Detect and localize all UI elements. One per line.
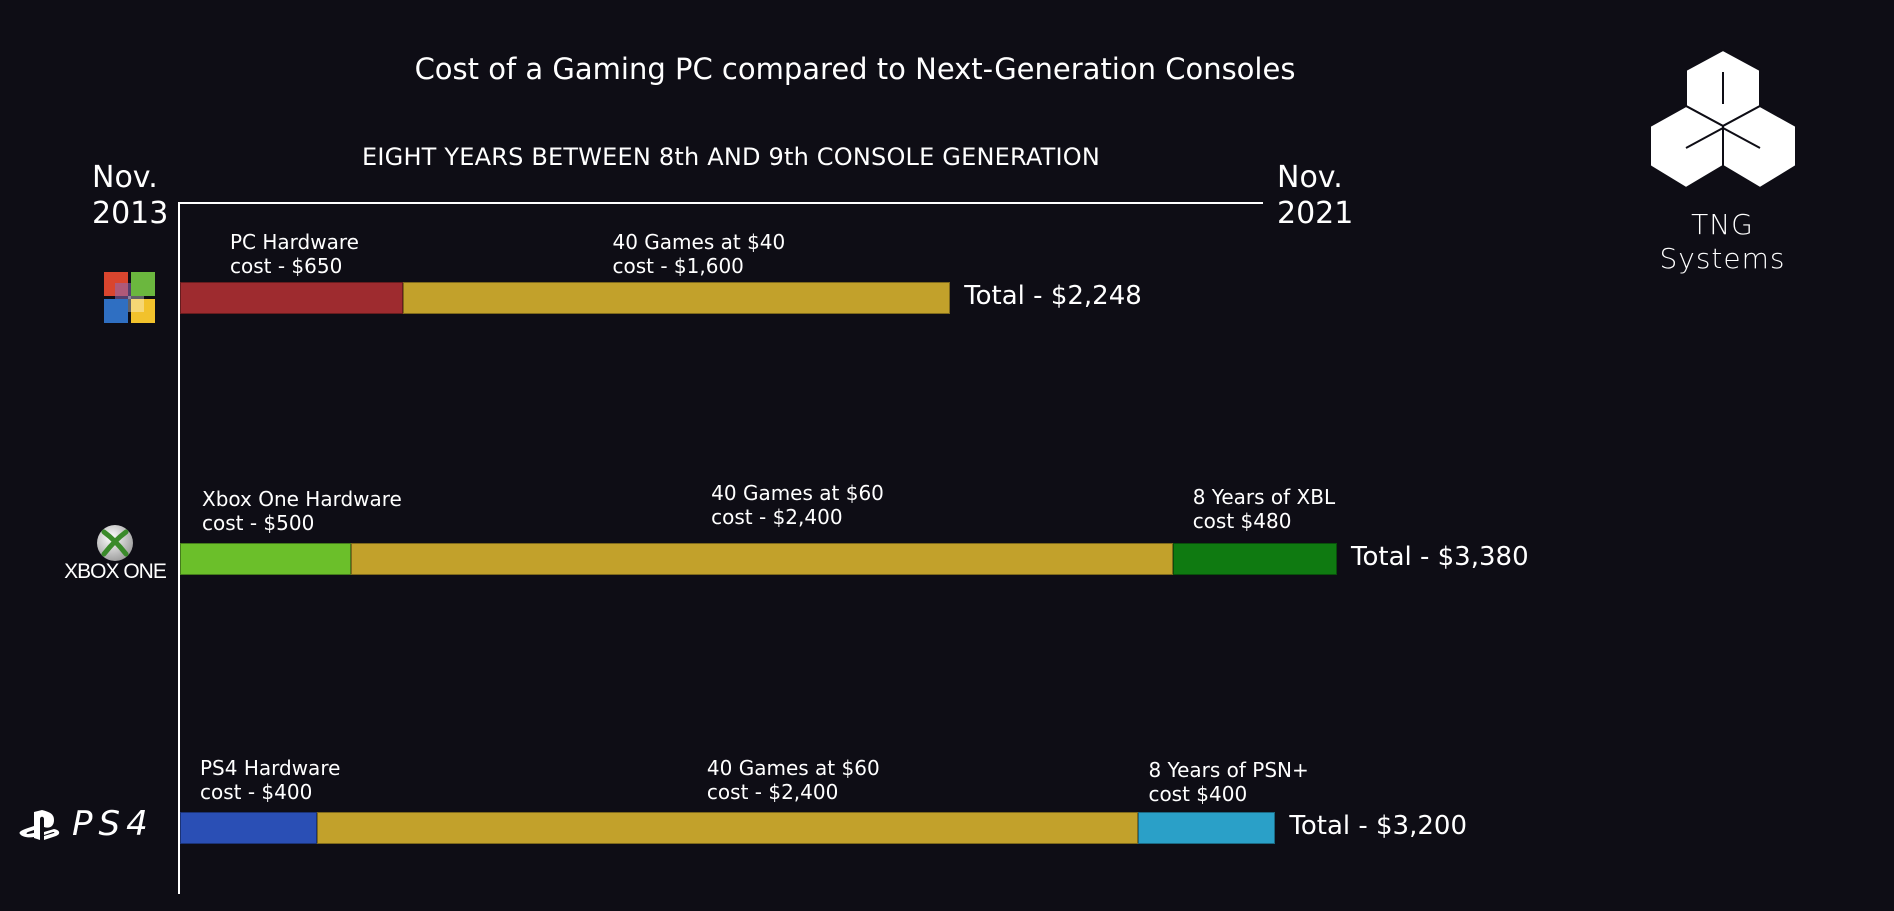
segment-label-line: 8 Years of PSN+	[1148, 758, 1309, 782]
segment-label-xbox-2: 8 Years of XBL cost $480	[1193, 485, 1335, 533]
brand-line1: TNG	[1691, 208, 1754, 241]
segment-label-line: cost - $400	[200, 780, 313, 804]
segment-label-ps4-2: 8 Years of PSN+ cost $400	[1148, 758, 1308, 806]
segment-label-line: cost - $2,400	[706, 780, 839, 804]
segment-label-line: PS4 Hardware	[200, 756, 341, 780]
playstation-icon	[19, 810, 60, 840]
bar-segment-xbox-0	[180, 543, 352, 575]
segment-label-line: cost - $500	[202, 511, 315, 535]
segment-label-line: cost - $650	[230, 254, 343, 278]
segment-label-line: PC Hardware	[230, 230, 359, 254]
segment-label-xbox-1: 40 Games at $60 cost - $2,400	[711, 481, 884, 529]
segment-label-line: 40 Games at $40	[612, 230, 786, 254]
vertical-axis-line	[178, 202, 180, 894]
bar-segment-pc-0	[180, 282, 403, 314]
tng-systems-wordmark: TNG Systems	[1620, 208, 1825, 276]
end-date-label: Nov. 2021	[1277, 160, 1353, 232]
bar-segment-ps4-1	[316, 812, 1139, 844]
bar-segment-xbox-1	[351, 543, 1173, 575]
segment-label-pc-1: 40 Games at $40 cost - $1,600	[613, 230, 786, 278]
chart-title: Cost of a Gaming PC compared to Next-Gen…	[414, 52, 1296, 86]
bar-segment-pc-1	[402, 282, 951, 314]
start-date-line2: 2013	[92, 196, 169, 231]
brand-line2: Systems	[1659, 242, 1786, 275]
bar-segment-xbox-2	[1172, 543, 1337, 575]
total-label-pc: Total - $2,248	[964, 281, 1142, 311]
xbox-one-wordmark: XBOX ONE	[64, 560, 167, 583]
bar-segment-ps4-2	[1138, 812, 1276, 844]
segment-label-line: cost $480	[1192, 509, 1292, 533]
start-date-label: Nov. 2013	[92, 160, 168, 232]
timeline-axis-line	[178, 202, 1263, 204]
total-label-ps4: Total - $3,200	[1289, 811, 1467, 841]
segment-label-line: cost - $1,600	[612, 254, 744, 278]
start-date-line1: Nov.	[92, 160, 158, 195]
segment-label-line: cost - $2,400	[711, 505, 843, 529]
end-date-line1: Nov.	[1277, 160, 1343, 195]
xbox-one-logo: XBOX ONE	[60, 520, 170, 583]
ps4-wordmark: PS4	[72, 804, 154, 844]
segment-label-ps4-1: 40 Games at $60 cost - $2,400	[707, 756, 880, 804]
segment-label-line: 8 Years of XBL	[1192, 485, 1336, 509]
xbox-sphere-icon	[97, 525, 133, 561]
end-date-line2: 2021	[1277, 196, 1354, 231]
segment-label-ps4-0: PS4 Hardware cost - $400	[200, 756, 340, 804]
windows-logo-icon	[104, 272, 155, 323]
total-label-xbox: Total - $3,380	[1351, 542, 1529, 572]
segment-label-xbox-0: Xbox One Hardware cost - $500	[202, 487, 402, 535]
tng-systems-logo-icon	[1649, 48, 1797, 190]
segment-label-line: 40 Games at $60	[706, 756, 880, 780]
bar-segment-ps4-0	[180, 812, 317, 844]
segment-label-line: Xbox One Hardware	[202, 487, 402, 511]
segment-label-line: 40 Games at $60	[711, 481, 884, 505]
segment-label-pc-0: PC Hardware cost - $650	[230, 230, 359, 278]
segment-label-line: cost $400	[1148, 782, 1248, 806]
chart-subtitle: EIGHT YEARS BETWEEN 8th AND 9th CONSOLE …	[362, 143, 1101, 171]
ps4-logo: PS4	[18, 804, 173, 844]
